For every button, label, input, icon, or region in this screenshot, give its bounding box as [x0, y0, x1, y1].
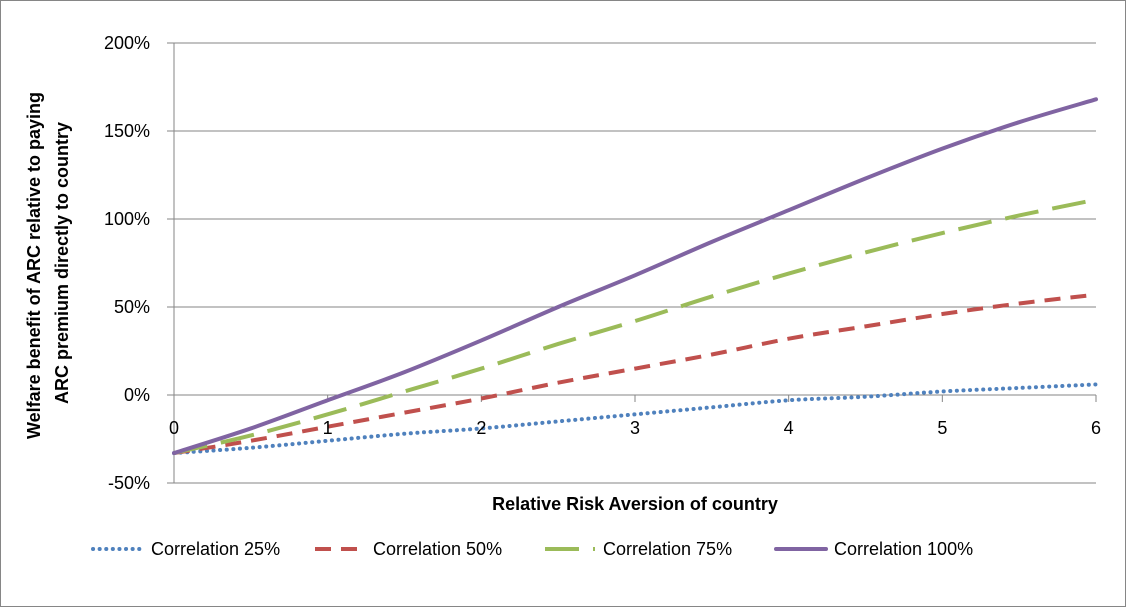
x-tick-label: 6	[1091, 418, 1101, 438]
y-tick-label: 200%	[104, 33, 150, 53]
y-axis-title-line-2: ARC premium directly to country	[52, 122, 72, 404]
y-tick-label: 150%	[104, 121, 150, 141]
tick-labels: 200% 150% 100% 50% 0% -50% 0 1 2 3 4 5 6	[104, 33, 1101, 493]
y-axis-title: Welfare benefit of ARC relative to payin…	[24, 87, 72, 439]
x-tick-label: 2	[476, 418, 486, 438]
y-axis-title-line-1: Welfare benefit of ARC relative to payin…	[24, 92, 44, 439]
axes	[173, 43, 1097, 483]
y-tick-label: 0%	[124, 385, 150, 405]
legend-label-3: Correlation 75%	[603, 539, 732, 559]
series-lines	[172, 97, 1098, 456]
legend: Correlation 25% Correlation 50% Correlatio…	[91, 539, 973, 559]
y-tick-label: 50%	[114, 297, 150, 317]
x-tick-label: 1	[323, 418, 333, 438]
legend-label-1: Correlation 25%	[151, 539, 280, 559]
x-tick-label: 4	[784, 418, 794, 438]
x-tick-label: 5	[937, 418, 947, 438]
x-axis-title: Relative Risk Aversion of country	[492, 494, 778, 514]
series-line-3	[173, 197, 1097, 456]
x-tick-label: 0	[169, 418, 179, 438]
x-tick-label: 3	[630, 418, 640, 438]
series-line-4	[172, 97, 1098, 456]
legend-label-4: Correlation 100%	[834, 539, 973, 559]
y-tick-label: -50%	[108, 473, 150, 493]
y-tick-label: 100%	[104, 209, 150, 229]
series-line-2	[173, 292, 1097, 456]
series-line-1	[172, 382, 1098, 456]
legend-label-2: Correlation 50%	[373, 539, 502, 559]
